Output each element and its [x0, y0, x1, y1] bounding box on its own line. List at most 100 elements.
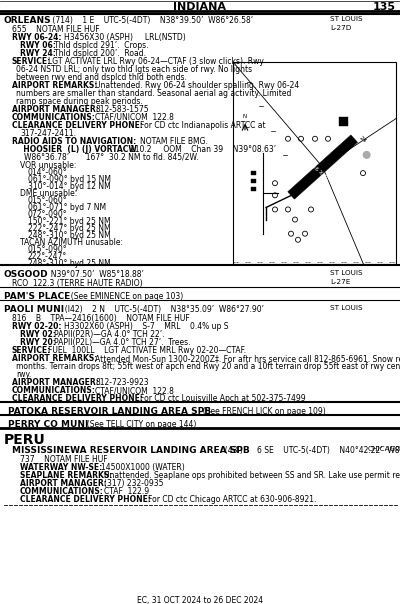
Text: 655    NOTAM FILE HUF: 655 NOTAM FILE HUF — [12, 25, 100, 34]
Text: 317-247-2411.: 317-247-2411. — [20, 129, 76, 138]
Bar — [251, 179, 256, 183]
Text: ST LOUIS: ST LOUIS — [330, 305, 363, 311]
Text: L-27E: L-27E — [330, 279, 350, 285]
Text: CTAF  122.9: CTAF 122.9 — [104, 487, 149, 496]
Text: PERRY CO MUNI: PERRY CO MUNI — [8, 420, 88, 429]
Text: PAOLI MUNI: PAOLI MUNI — [4, 305, 64, 314]
Text: EC, 31 OCT 2024 to 26 DEC 2024: EC, 31 OCT 2024 to 26 DEC 2024 — [137, 596, 263, 604]
Text: CLEARANCE DELIVERY PHONE:: CLEARANCE DELIVERY PHONE: — [20, 495, 151, 504]
Text: (317) 232-0935: (317) 232-0935 — [104, 479, 164, 488]
Text: 06-24 NSTD LRL; only two thld lgts each side of rwy. No lights: 06-24 NSTD LRL; only two thld lgts each … — [16, 65, 252, 74]
Text: Thld dsplcd 200’.  Road.: Thld dsplcd 200’. Road. — [54, 49, 146, 58]
Text: PAPII(P2L)—GA 4.0° TCH 27’.  Trees.: PAPII(P2L)—GA 4.0° TCH 27’. Trees. — [54, 338, 190, 347]
Text: PAM'S PLACE: PAM'S PLACE — [4, 292, 70, 301]
Text: SEAPLANE REMARKS:: SEAPLANE REMARKS: — [20, 471, 112, 480]
Text: N39°07.50’  W85°18.88’: N39°07.50’ W85°18.88’ — [46, 270, 144, 279]
Text: INDIANA: INDIANA — [174, 2, 226, 12]
Text: 812-723-9923: 812-723-9923 — [95, 378, 149, 387]
Text: CHICAGO: CHICAGO — [368, 446, 400, 452]
Text: 222°-247°: 222°-247° — [28, 252, 67, 261]
Text: 072°-090°: 072°-090° — [28, 210, 68, 219]
Text: 812-583-1575: 812-583-1575 — [95, 105, 149, 114]
Text: VOR unusable:: VOR unusable: — [20, 161, 76, 170]
Text: LGT ACTIVATE LRL Rwy 06-24—CTAF (3 slow clicks). Rwy: LGT ACTIVATE LRL Rwy 06-24—CTAF (3 slow … — [48, 57, 264, 66]
Text: TACAN AZIMUTH unusable:: TACAN AZIMUTH unusable: — [20, 238, 123, 247]
Text: COMMUNICATIONS:: COMMUNICATIONS: — [12, 386, 96, 395]
Text: 150°-221° byd 25 NM: 150°-221° byd 25 NM — [28, 217, 111, 226]
Bar — [339, 117, 348, 126]
Text: RWY 20:: RWY 20: — [20, 338, 56, 347]
Text: ST LOUIS: ST LOUIS — [330, 270, 363, 276]
Text: MISSISSINEWA RESERVOIR LANDING AREA SPB: MISSISSINEWA RESERVOIR LANDING AREA SPB — [12, 446, 250, 455]
Text: OSGOOD: OSGOOD — [4, 270, 49, 279]
Text: RWY 02-20:: RWY 02-20: — [12, 322, 62, 331]
Text: 816    B    TPA—2416(1600)    NOTAM FILE HUF: 816 B TPA—2416(1600) NOTAM FILE HUF — [12, 314, 190, 323]
Text: Unattended. Seaplane ops prohibited between SS and SR. Lake use permit required.: Unattended. Seaplane ops prohibited betw… — [104, 471, 400, 480]
Polygon shape — [288, 135, 358, 199]
Text: 014°-060°: 014°-060° — [28, 168, 68, 177]
Text: For CD ctc Indianapolis ARTCC at: For CD ctc Indianapolis ARTCC at — [140, 121, 266, 130]
Text: 061°-090° byd 15 NM: 061°-090° byd 15 NM — [28, 175, 111, 184]
Text: L-27D: L-27D — [330, 25, 351, 31]
Text: For CD ctc Chicago ARTCC at 630-906-8921.: For CD ctc Chicago ARTCC at 630-906-8921… — [148, 495, 316, 504]
Text: months. Terrain drops 8ft; 55ft west of apch end Rwy 20 and a 10ft terrain drop : months. Terrain drops 8ft; 55ft west of … — [16, 362, 400, 371]
Text: SERVICE:: SERVICE: — [12, 57, 51, 66]
Bar — [233, 62, 396, 264]
Text: AIRPORT REMARKS:: AIRPORT REMARKS: — [12, 354, 97, 363]
Text: ramp space during peak periods.: ramp space during peak periods. — [16, 97, 143, 106]
Text: (I42)    2 N    UTC-5(-4DT)    N38°35.09’  W86°27.90’: (I42) 2 N UTC-5(-4DT) N38°35.09’ W86°27.… — [60, 305, 264, 314]
Text: Attended Mon-Sun 1300-2200Z‡. For aftr hrs service call 812-865-6961. Snow remov: Attended Mon-Sun 1300-2200Z‡. For aftr h… — [95, 354, 400, 363]
Text: RWY 24:: RWY 24: — [20, 49, 56, 58]
Text: DME unusable:: DME unusable: — [20, 189, 77, 198]
Text: RWY 02:: RWY 02: — [20, 330, 56, 339]
Text: PAPII(P2R)—GA 4.0° TCH 22’.: PAPII(P2R)—GA 4.0° TCH 22’. — [54, 330, 164, 339]
Text: For CD ctc Louisville Apch at 502-375-7499: For CD ctc Louisville Apch at 502-375-74… — [140, 394, 306, 403]
Text: PATOKA RESERVOIR LANDING AREA SPB: PATOKA RESERVOIR LANDING AREA SPB — [8, 407, 211, 416]
Text: 061°-071° byd 7 NM: 061°-071° byd 7 NM — [28, 203, 106, 212]
Text: Unattended. Rwy 06-24 shoulder spalling. Rwy 06-24: Unattended. Rwy 06-24 shoulder spalling.… — [95, 81, 299, 90]
Text: 3456 X 30: 3456 X 30 — [306, 159, 330, 181]
Text: ORLEANS: ORLEANS — [4, 16, 52, 25]
Text: (See EMINENCE on page 103): (See EMINENCE on page 103) — [66, 292, 183, 301]
Text: COMMUNICATIONS:: COMMUNICATIONS: — [20, 487, 104, 496]
Text: 015°-090°: 015°-090° — [28, 245, 68, 254]
Text: numbers are smaller than standard. Seasonal aerial ag activity. Limited: numbers are smaller than standard. Seaso… — [16, 89, 291, 98]
Text: 222°-247° byd 25 NM: 222°-247° byd 25 NM — [28, 224, 111, 233]
Text: 248°-310° byd 25 NM: 248°-310° byd 25 NM — [28, 259, 111, 268]
Text: AIRPORT REMARKS:: AIRPORT REMARKS: — [12, 81, 97, 90]
Text: Thld dsplcd 291’.  Crops.: Thld dsplcd 291’. Crops. — [54, 41, 148, 50]
Text: 135: 135 — [373, 2, 396, 12]
Text: 14500X1000 (WATER): 14500X1000 (WATER) — [101, 463, 185, 472]
Text: RADIO AIDS TO NAVIGATION:: RADIO AIDS TO NAVIGATION: — [12, 137, 136, 146]
Text: W86°36.78’       167°  30.2 NM to fld. 845/2W.: W86°36.78’ 167° 30.2 NM to fld. 845/2W. — [24, 153, 198, 162]
Text: H3302X60 (ASPH)    S-7    MRL    0.4% up S: H3302X60 (ASPH) S-7 MRL 0.4% up S — [64, 322, 228, 331]
Bar — [251, 187, 256, 191]
Text: 248°-310° byd 25 NM: 248°-310° byd 25 NM — [28, 231, 111, 240]
Text: (See TELL CITY on page 144): (See TELL CITY on page 144) — [82, 420, 196, 429]
Text: H3456X30 (ASPH)     LRL(NSTD): H3456X30 (ASPH) LRL(NSTD) — [64, 33, 186, 42]
Text: between rwy end and dsplcd thld both ends.: between rwy end and dsplcd thld both end… — [16, 73, 187, 82]
Text: 24: 24 — [358, 135, 367, 144]
Text: RCO  122.3 (TERRE HAUTE RADIO): RCO 122.3 (TERRE HAUTE RADIO) — [12, 279, 143, 288]
Text: CLEARANCE DELIVERY PHONE:: CLEARANCE DELIVERY PHONE: — [12, 121, 143, 130]
Bar — [251, 171, 256, 175]
Text: PERU: PERU — [4, 433, 46, 447]
Text: COMMUNICATIONS:: COMMUNICATIONS: — [12, 113, 96, 122]
Text: NOTAM FILE BMG.: NOTAM FILE BMG. — [140, 137, 208, 146]
Text: (See FRENCH LICK on page 109): (See FRENCH LICK on page 109) — [198, 407, 326, 416]
Text: SERVICE:: SERVICE: — [12, 346, 51, 355]
Text: 015°-060°: 015°-060° — [28, 196, 68, 205]
Text: 110.2     OOM    Chan 39    N39°08.63’: 110.2 OOM Chan 39 N39°08.63’ — [130, 145, 276, 154]
Text: AIRPORT MANAGER:: AIRPORT MANAGER: — [20, 479, 107, 488]
Text: N: N — [243, 114, 247, 119]
Text: HOOSIER  (L) (J) VORTACW: HOOSIER (L) (J) VORTACW — [18, 145, 137, 154]
Text: AIRPORT MANAGER:: AIRPORT MANAGER: — [12, 105, 99, 114]
Circle shape — [363, 151, 371, 159]
Text: CTAF/UNICOM  122.8: CTAF/UNICOM 122.8 — [95, 113, 174, 122]
Text: ST LOUIS: ST LOUIS — [330, 16, 363, 22]
Text: rwy.: rwy. — [16, 370, 31, 379]
Text: RWY 06-24:: RWY 06-24: — [12, 33, 62, 42]
Text: (43I)      6 SE    UTC-5(-4DT)    N40°42.22’  W85°55.95’: (43I) 6 SE UTC-5(-4DT) N40°42.22’ W85°55… — [220, 446, 400, 455]
Text: (714)    1 E    UTC-5(-4DT)    N38°39.50’  W86°26.58’: (714) 1 E UTC-5(-4DT) N38°39.50’ W86°26.… — [50, 16, 253, 25]
Text: AIRPORT MANAGER:: AIRPORT MANAGER: — [12, 378, 99, 387]
